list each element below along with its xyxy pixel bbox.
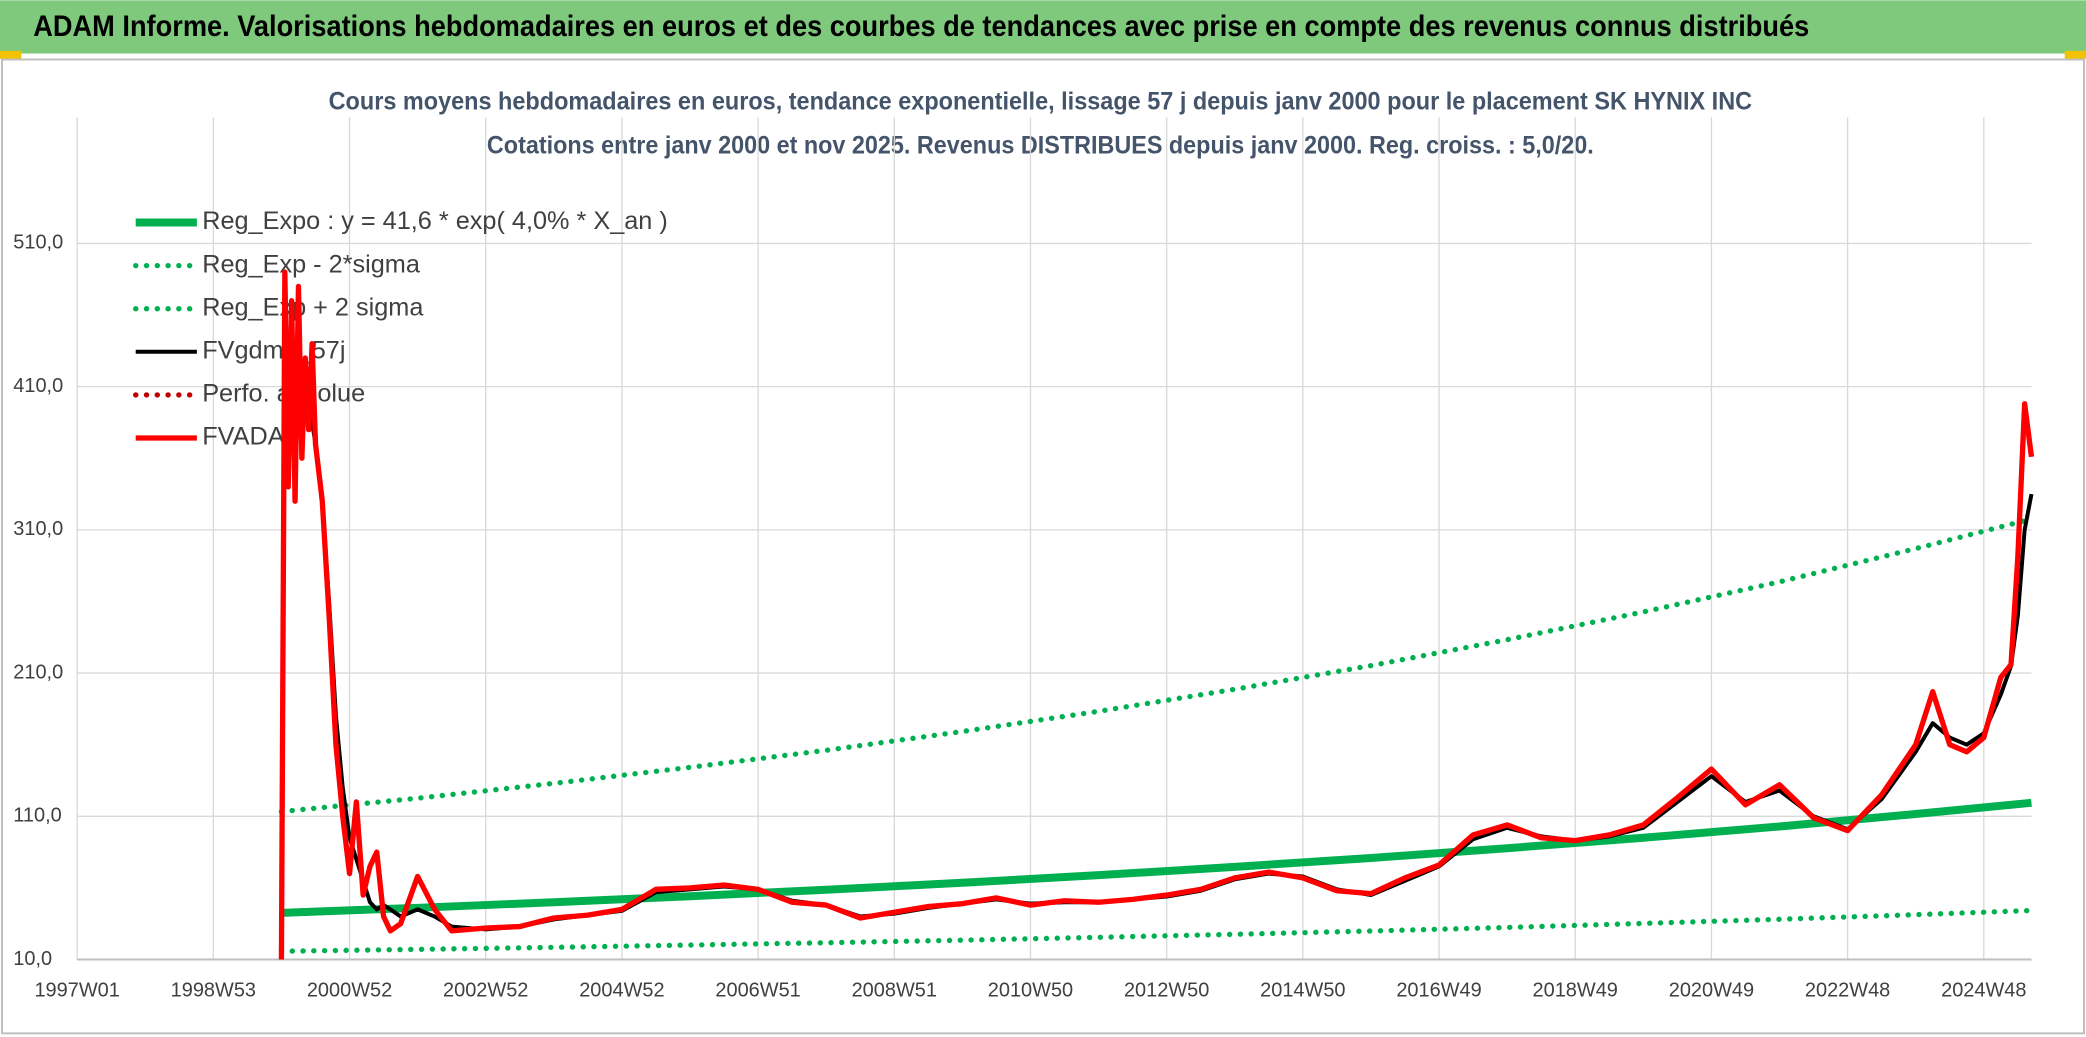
y-tick-label: 410,0 — [13, 375, 63, 397]
x-tick-label: 1998W53 — [171, 980, 256, 1002]
y-tick-label: 310,0 — [13, 518, 63, 540]
x-tick-label: 2002W52 — [443, 980, 528, 1002]
x-tick-label: 2016W49 — [1396, 980, 1481, 1002]
corner-left — [0, 50, 22, 59]
chart-subtitle: Cotations entre janv 2000 et nov 2025. R… — [487, 131, 1594, 159]
x-tick-label: 2012W50 — [1124, 980, 1209, 1002]
x-tick-label: 2004W52 — [579, 980, 664, 1002]
y-tick-label: 210,0 — [13, 661, 63, 683]
corner-right — [2064, 50, 2086, 59]
x-tick-label: 2024W48 — [1941, 980, 2026, 1002]
x-tick-label: 2018W49 — [1533, 980, 1618, 1002]
x-tick-label: 2006W51 — [715, 980, 800, 1002]
chart-frame — [0, 58, 2086, 1035]
legend-label: FVgdma_57j — [202, 336, 345, 364]
x-tick-label: 2022W48 — [1805, 980, 1890, 1002]
legend: Reg_Expo : y = 41,6 * exp( 4,0% * X_an )… — [133, 207, 668, 451]
legend-label: Reg_Exp + 2 sigma — [202, 293, 424, 321]
header-title: ADAM Informe. Valorisations hebdomadaire… — [33, 11, 1809, 43]
y-tick-label: 510,0 — [13, 232, 63, 254]
series-line — [278, 516, 2035, 815]
series-line — [278, 269, 2035, 960]
plot-lines — [278, 269, 2035, 960]
x-tick-label: 2010W50 — [988, 980, 1073, 1002]
y-tick-label: 10,0 — [13, 948, 52, 970]
grid: 10,0 110,0 210,0 310,0 410,0 510,0 1997W01 1998… — [13, 117, 2032, 1002]
x-tick-label: 2008W51 — [852, 980, 937, 1002]
x-tick-label: 2020W49 — [1669, 980, 1754, 1002]
x-tick-label: 2014W50 — [1260, 980, 1345, 1002]
header-bar — [0, 0, 2086, 54]
x-tick-label: 1997W01 — [34, 980, 119, 1002]
legend-label: Reg_Expo : y = 41,6 * exp( 4,0% * X_an ) — [202, 207, 668, 235]
legend-label: Reg_Exp - 2*sigma — [202, 250, 421, 278]
x-tick-label: 2000W52 — [307, 980, 392, 1002]
y-tick-label: 110,0 — [13, 805, 61, 827]
series-line — [278, 907, 2035, 954]
series-line — [281, 798, 2032, 917]
chart-title: Cours moyens hebdomadaires en euros, ten… — [329, 87, 1752, 115]
